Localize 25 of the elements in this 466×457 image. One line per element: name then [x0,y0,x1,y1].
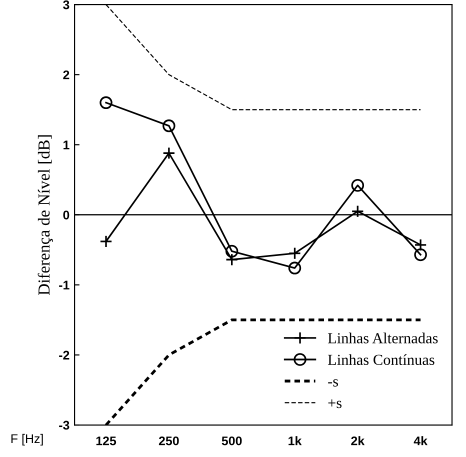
y-tick-label: 1 [64,140,70,150]
point [100,96,112,110]
x-tick-label: 500 [222,436,242,446]
point [351,178,364,192]
point [414,248,427,262]
legend-label: +s [328,399,342,408]
y-tick-label: 2 [63,70,70,80]
y-tick-label: -3 [59,420,70,430]
y-tick-label: -2 [59,350,70,360]
y-axis-title: Diferença de Nível [dB] [38,135,54,296]
legend-label: -s [328,379,338,387]
y-tick-label: -1 [59,280,70,290]
legend-label: Linhas Alternadas [328,332,438,344]
point [162,119,176,132]
x-tick-label: 4k [414,436,428,446]
legend-label: Linhas Contínuas [328,354,434,365]
point [225,244,238,258]
point [288,262,302,274]
x-tick-label: 2k [351,436,365,446]
y-tick-label: 0 [63,210,70,220]
x-axis-title: F [Hz] [11,434,43,446]
x-tick-label: 250 [158,436,179,446]
y-tick-label: 3 [63,0,70,10]
x-tick-label: 125 [96,436,116,446]
x-tick-label: 1k [288,436,302,446]
